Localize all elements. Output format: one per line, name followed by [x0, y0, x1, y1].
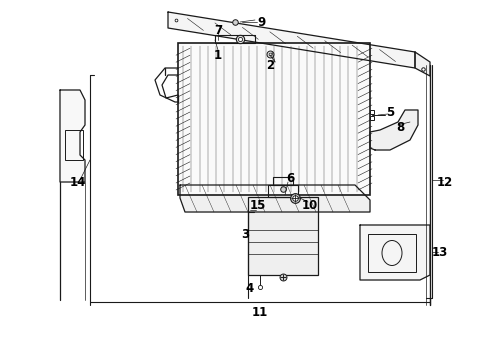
- Bar: [268, 185, 298, 197]
- Text: 15: 15: [250, 198, 266, 212]
- Bar: [248, 197, 318, 275]
- Polygon shape: [370, 110, 418, 150]
- Text: 7: 7: [214, 23, 222, 36]
- Polygon shape: [180, 185, 370, 212]
- Polygon shape: [360, 225, 430, 280]
- Text: 10: 10: [302, 198, 318, 212]
- Bar: [178, 43, 370, 195]
- Text: 13: 13: [432, 246, 448, 258]
- Text: 8: 8: [396, 121, 404, 134]
- Text: 12: 12: [437, 176, 453, 189]
- Text: 6: 6: [286, 171, 294, 185]
- Polygon shape: [168, 12, 415, 68]
- Text: 3: 3: [241, 229, 249, 242]
- Text: 5: 5: [386, 105, 394, 118]
- Polygon shape: [415, 52, 430, 76]
- Bar: [273, 177, 293, 185]
- Text: 11: 11: [252, 306, 268, 320]
- Bar: [368, 234, 416, 272]
- Text: 2: 2: [266, 59, 274, 72]
- Text: 9: 9: [258, 15, 266, 28]
- Text: 1: 1: [214, 49, 222, 62]
- Ellipse shape: [382, 240, 402, 266]
- Text: 14: 14: [70, 176, 86, 189]
- Bar: [65, 130, 83, 160]
- Polygon shape: [60, 90, 85, 182]
- Text: 4: 4: [246, 282, 254, 294]
